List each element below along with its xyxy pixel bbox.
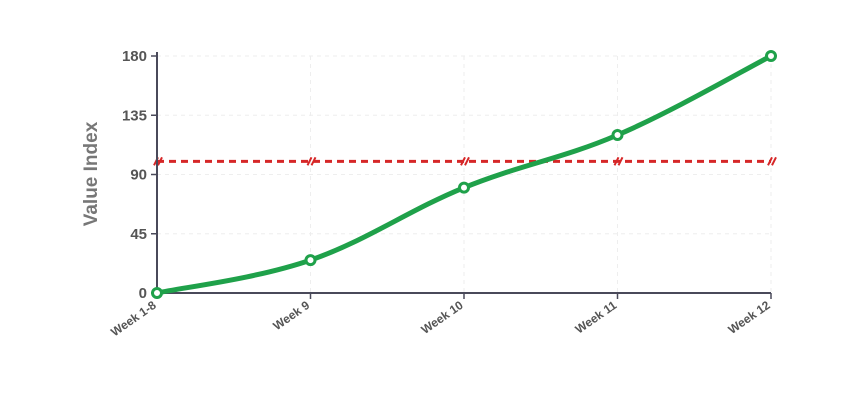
- reference-break-mark: [306, 156, 317, 166]
- x-tick-label: Week 9: [270, 298, 312, 333]
- x-tick-label: Week 12: [726, 298, 773, 337]
- reference-break-mark: [767, 156, 777, 166]
- y-tick-labels: 0 45 90 135 180: [122, 48, 147, 302]
- reference-line-group: [153, 156, 777, 166]
- y-tick-label: 45: [130, 226, 147, 243]
- reference-break-mark: [460, 156, 470, 166]
- axes: [151, 52, 772, 299]
- x-tick-label: Week 1-8: [108, 298, 159, 339]
- y-tick-label: 135: [122, 107, 147, 124]
- x-tick-label: Week 10: [419, 298, 466, 337]
- grid: [157, 55, 772, 293]
- data-point: [611, 129, 624, 141]
- data-point: [304, 254, 317, 267]
- data-point: [151, 287, 163, 299]
- y-tick-label: 90: [130, 167, 147, 184]
- y-tick-label: 0: [139, 285, 147, 302]
- data-point: [458, 181, 470, 194]
- x-tick-labels: Week 1-8 Week 9 Week 10 Week 11 Week 12: [108, 298, 773, 339]
- y-axis-title: Value Index: [81, 121, 102, 226]
- data-point: [765, 50, 777, 62]
- y-tick-label: 180: [122, 48, 147, 65]
- x-tick-label: Week 11: [573, 298, 620, 337]
- series: [151, 50, 777, 299]
- reference-break-mark: [613, 156, 624, 166]
